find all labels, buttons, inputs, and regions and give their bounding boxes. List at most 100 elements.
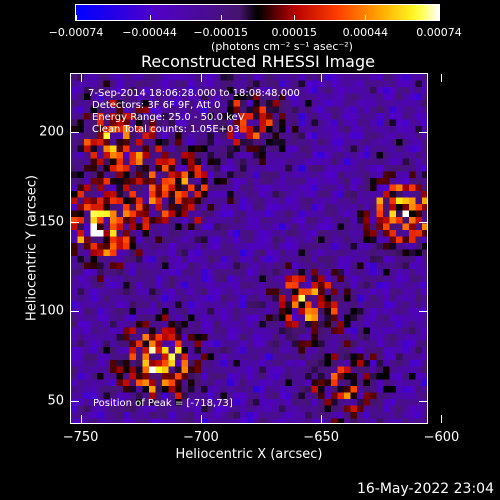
heatmap-cell <box>214 308 221 315</box>
heatmap-cell <box>246 308 254 315</box>
heatmap-cell <box>77 191 85 198</box>
heatmap-cell <box>162 405 169 413</box>
heatmap-cell <box>201 165 208 172</box>
heatmap-cell <box>149 243 156 250</box>
heatmap-cell <box>227 158 234 166</box>
heatmap-cell <box>337 87 345 94</box>
heatmap-cell <box>77 366 85 374</box>
heatmap-cell <box>402 204 410 211</box>
heatmap-cell <box>292 132 299 140</box>
heatmap-cell <box>84 210 91 218</box>
heatmap-cell <box>396 301 403 309</box>
heatmap-cell <box>370 171 377 179</box>
heatmap-cell <box>318 236 325 244</box>
heatmap-cell <box>240 301 247 309</box>
heatmap-cell <box>370 74 377 81</box>
heatmap-cell <box>415 256 423 263</box>
heatmap-cell <box>318 119 325 127</box>
heatmap-cell <box>233 119 241 127</box>
heatmap-cell <box>415 80 423 88</box>
heatmap-cell <box>376 93 384 101</box>
heatmap-cell <box>409 269 416 276</box>
heatmap-cell <box>376 113 384 120</box>
heatmap-cell <box>409 197 416 205</box>
heatmap-cell <box>357 418 364 423</box>
heatmap-cell <box>363 269 371 276</box>
heatmap-cell <box>77 314 85 322</box>
heatmap-cell <box>240 347 247 354</box>
heatmap-cell <box>331 314 338 322</box>
heatmap-cell <box>370 197 377 205</box>
heatmap-cell <box>357 308 364 315</box>
heatmap-cell <box>376 269 384 276</box>
heatmap-cell <box>233 340 241 348</box>
heatmap-cell <box>227 295 234 302</box>
heatmap-cell <box>266 347 273 354</box>
heatmap-cell <box>285 158 293 166</box>
heatmap-cell <box>337 152 345 159</box>
heatmap-cell <box>207 373 215 380</box>
heatmap-cell <box>324 366 332 374</box>
heatmap-cell <box>396 93 403 101</box>
heatmap-cell <box>409 314 416 322</box>
heatmap-cell <box>110 217 117 224</box>
heatmap-cell <box>220 327 228 335</box>
heatmap-cell <box>77 392 85 400</box>
heatmap-cell <box>246 321 254 328</box>
heatmap-cell <box>129 93 137 101</box>
heatmap-cell <box>97 230 104 237</box>
heatmap-cell <box>389 171 397 179</box>
heatmap-cell <box>246 93 254 101</box>
heatmap-cell <box>331 106 338 114</box>
heatmap-cell <box>272 184 280 192</box>
heatmap-cell <box>318 113 325 120</box>
heatmap-cell <box>201 275 208 283</box>
heatmap-cell <box>142 217 150 224</box>
heatmap-cell <box>292 165 299 172</box>
heatmap-cell <box>136 347 143 354</box>
heatmap-cell <box>259 204 267 211</box>
heatmap-cell <box>370 314 377 322</box>
heatmap-cell <box>363 314 371 322</box>
heatmap-cell <box>188 139 195 146</box>
heatmap-cell <box>337 80 345 88</box>
heatmap-cell <box>305 373 312 380</box>
heatmap-cell <box>357 373 364 380</box>
heatmap-cell <box>233 418 241 423</box>
heatmap-cell <box>409 386 416 393</box>
heatmap-cell <box>181 262 189 270</box>
heatmap-cell <box>175 418 182 423</box>
heatmap-cell <box>175 139 182 146</box>
heatmap-cell <box>110 340 117 348</box>
heatmap-cell <box>292 334 299 341</box>
heatmap-cell <box>266 145 273 153</box>
heatmap-cell <box>188 360 195 367</box>
heatmap-cell <box>324 373 332 380</box>
heatmap-cell <box>162 165 169 172</box>
heatmap-cell <box>305 308 312 315</box>
heatmap-cell <box>266 80 273 88</box>
heatmap-cell <box>396 106 403 114</box>
heatmap-cell <box>136 321 143 328</box>
heatmap-cell <box>350 347 358 354</box>
heatmap-cell <box>246 165 254 172</box>
heatmap-cell <box>110 262 117 270</box>
heatmap-cell <box>207 106 215 114</box>
heatmap-cell <box>77 405 85 413</box>
heatmap-cell <box>318 191 325 198</box>
heatmap-cell <box>370 230 377 237</box>
heatmap-cell <box>415 360 423 367</box>
heatmap-cell <box>266 314 273 322</box>
heatmap-cell <box>136 132 143 140</box>
heatmap-cell <box>311 106 319 114</box>
heatmap-cell <box>331 230 338 237</box>
heatmap-cell <box>246 295 254 302</box>
heatmap-cell <box>357 262 364 270</box>
heatmap-cell <box>110 386 117 393</box>
heatmap-cell <box>292 295 299 302</box>
heatmap-cell <box>259 418 267 423</box>
heatmap-cell <box>240 256 247 263</box>
heatmap-cell <box>227 418 234 423</box>
heatmap-cell <box>415 223 423 231</box>
heatmap-cell <box>370 165 377 172</box>
